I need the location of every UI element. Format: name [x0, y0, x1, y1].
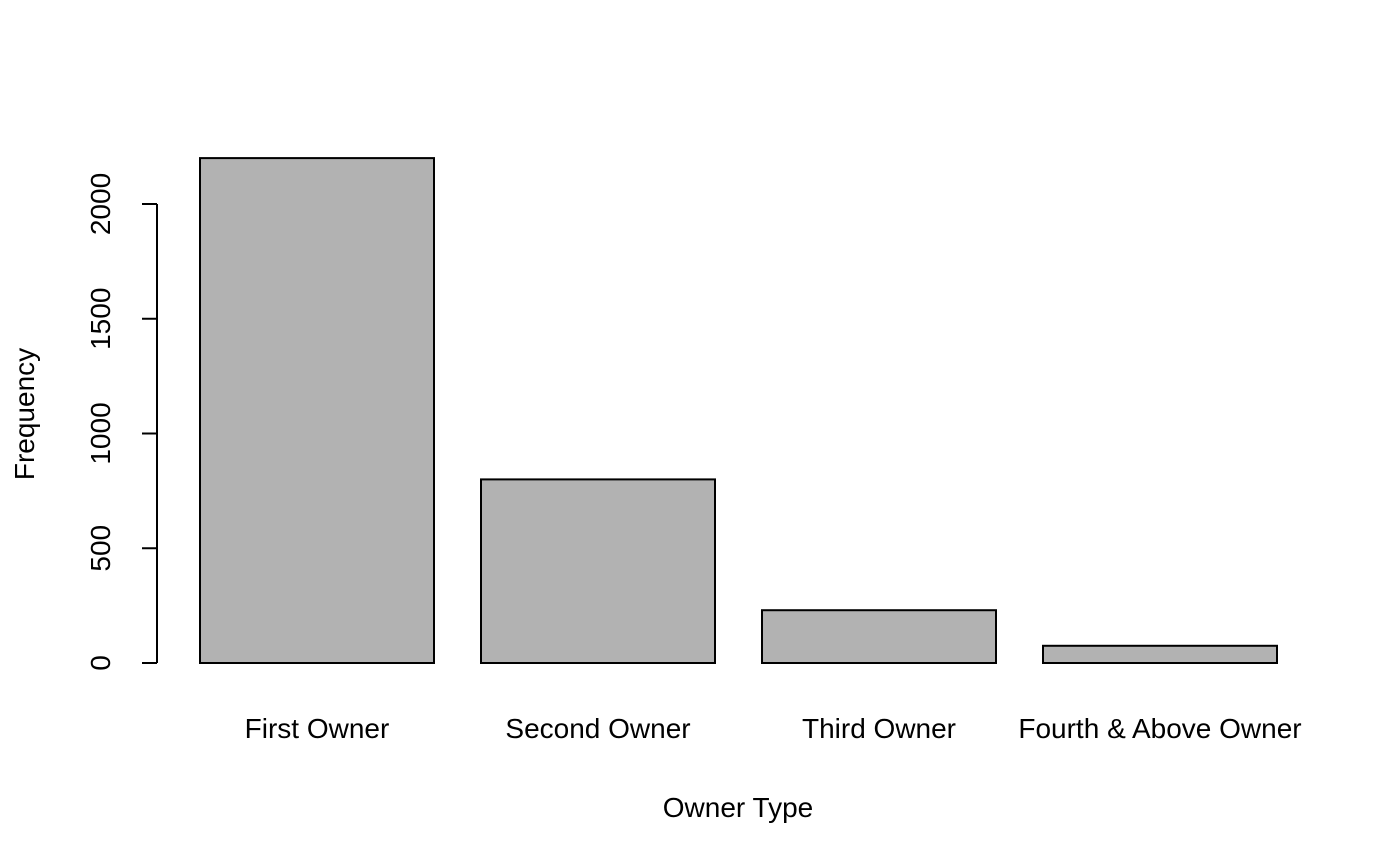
x-axis-title: Owner Type — [663, 792, 813, 823]
y-axis: 0 500 1000 1500 2000 — [85, 173, 158, 671]
y-tick-label: 500 — [85, 525, 116, 572]
y-tick-label: 2000 — [85, 173, 116, 235]
bar-2 — [761, 609, 997, 665]
y-axis-title: Frequency — [9, 348, 40, 480]
bar-3 — [1042, 644, 1278, 664]
bar-0 — [199, 157, 435, 664]
y-tick-label: 1500 — [85, 288, 116, 350]
category-label: First Owner — [245, 713, 390, 744]
bars-group — [199, 157, 1278, 665]
category-label: Fourth & Above Owner — [1018, 713, 1301, 744]
x-axis-labels: First Owner Second Owner Third Owner Fourth… — [245, 713, 1302, 744]
y-tick-label: 1000 — [85, 402, 116, 464]
y-tick-label: 0 — [85, 655, 116, 671]
category-label: Second Owner — [505, 713, 690, 744]
category-label: Third Owner — [802, 713, 956, 744]
bar-1 — [480, 478, 716, 664]
